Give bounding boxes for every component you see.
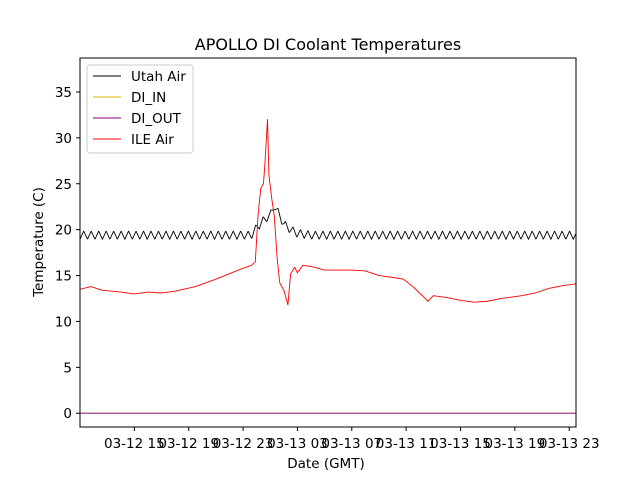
x-tick-label-4: 03-13 07: [321, 436, 382, 452]
x-tick-label-2: 03-12 23: [213, 436, 274, 452]
y-tick-label-7: 35: [55, 85, 72, 101]
x-tick-label-6: 03-13 15: [430, 436, 491, 452]
x-tick-label-0: 03-12 15: [104, 436, 165, 452]
legend: Utah Air DI_IN DI_OUT ILE Air: [86, 64, 194, 154]
y-tick-label-3: 15: [55, 269, 72, 285]
y-tick-label-4: 20: [55, 223, 72, 239]
legend-frame: [86, 64, 194, 154]
legend-label-0: Utah Air: [131, 69, 186, 85]
series-line-ile-air: [80, 119, 576, 306]
y-tick-label-2: 10: [55, 314, 72, 330]
y-axis: 0 5 10 15 20 25 30 35: [55, 85, 80, 422]
y-tick-label-6: 30: [55, 131, 72, 147]
legend-label-3: ILE Air: [131, 132, 174, 148]
x-tick-label-8: 03-13 23: [539, 436, 600, 452]
x-tick-label-3: 03-13 03: [267, 436, 328, 452]
x-tick-label-1: 03-12 19: [158, 436, 219, 452]
series-line-utah-air: [80, 208, 576, 240]
legend-label-1: DI_IN: [131, 90, 166, 106]
y-tick-label-1: 5: [63, 360, 72, 376]
x-tick-label-5: 03-13 11: [376, 436, 437, 452]
plot-frame: [79, 57, 577, 428]
legend-label-2: DI_OUT: [131, 111, 182, 127]
series-layer: [80, 119, 576, 414]
x-tick-label-7: 03-13 19: [484, 436, 545, 452]
y-tick-label-5: 25: [55, 177, 72, 193]
chart-title: APOLLO DI Coolant Temperatures: [195, 35, 461, 54]
y-axis-title: Temperature (C): [31, 187, 47, 298]
y-tick-label-0: 0: [63, 406, 72, 422]
x-axis-title: Date (GMT): [287, 456, 364, 472]
